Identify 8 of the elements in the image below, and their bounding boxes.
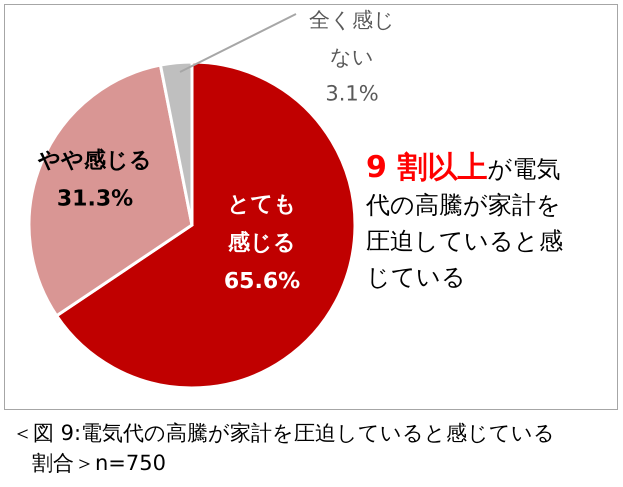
data-label: 3.1% [325,82,379,106]
data-label: 31.3% [56,186,134,212]
slice-label: 全く感じない [309,8,395,69]
data-label: 65.6% [224,269,300,294]
slice-label: やや感じる [37,148,152,173]
text: 9 割以上 [366,150,488,185]
slice-label: とても感じる [227,192,296,256]
text: ＜図 9:電気代の高騰が家計を圧迫していると感じている割合＞n=750 [12,420,556,477]
